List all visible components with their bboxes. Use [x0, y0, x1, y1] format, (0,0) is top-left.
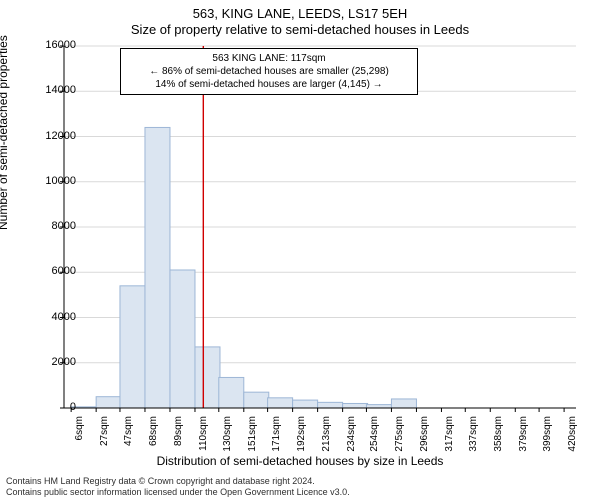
histogram-bar [120, 286, 145, 408]
histogram-bar [366, 405, 391, 408]
chart-title-line2: Size of property relative to semi-detach… [0, 22, 600, 37]
y-tick-label: 6000 [6, 265, 76, 277]
histogram-bar [145, 127, 170, 408]
y-tick-label: 8000 [6, 220, 76, 232]
attribution-line1: Contains HM Land Registry data © Crown c… [6, 476, 350, 487]
histogram-bar [318, 402, 343, 408]
annotation-line3: 14% of semi-detached houses are larger (… [129, 78, 409, 91]
plot-area: 563 KING LANE: 117sqm ← 86% of semi-deta… [60, 42, 580, 412]
histogram-bar [195, 347, 220, 408]
histogram-bar [96, 397, 121, 408]
histogram-bar [293, 400, 318, 408]
histogram-bar [170, 270, 195, 408]
annotation-line2: ← 86% of semi-detached houses are smalle… [129, 65, 409, 78]
attribution-text: Contains HM Land Registry data © Crown c… [6, 476, 350, 498]
histogram-bar [391, 399, 416, 408]
y-tick-label: 10000 [6, 175, 76, 187]
histogram-bar [219, 377, 244, 408]
chart-title-line1: 563, KING LANE, LEEDS, LS17 5EH [0, 6, 600, 21]
annotation-line1: 563 KING LANE: 117sqm [129, 52, 409, 65]
y-tick-label: 2000 [6, 356, 76, 368]
histogram-bar [343, 403, 368, 408]
y-tick-label: 4000 [6, 311, 76, 323]
y-tick-label: 14000 [6, 84, 76, 96]
chart-svg [60, 42, 580, 412]
histogram-bar [244, 392, 269, 408]
histogram-bar [268, 398, 293, 408]
attribution-line2: Contains public sector information licen… [6, 487, 350, 498]
y-tick-label: 16000 [6, 39, 76, 51]
x-axis-label: Distribution of semi-detached houses by … [0, 454, 600, 468]
y-tick-label: 12000 [6, 130, 76, 142]
y-tick-label: 0 [6, 401, 76, 413]
annotation-box: 563 KING LANE: 117sqm ← 86% of semi-deta… [120, 48, 418, 95]
